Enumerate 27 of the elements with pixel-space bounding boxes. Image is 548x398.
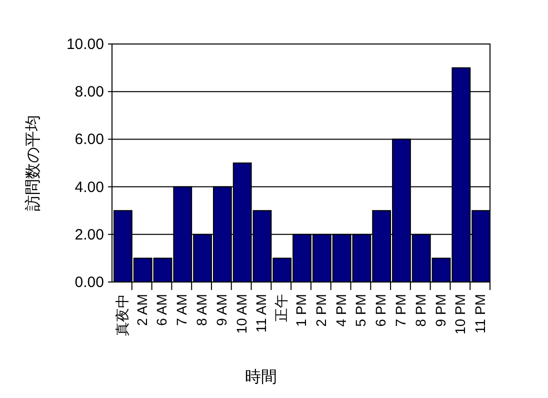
x-tick-label: 6 PM — [372, 294, 389, 327]
y-tick-label: 6.00 — [74, 131, 104, 148]
x-tick-label: 8 PM — [412, 294, 428, 327]
x-tick-label: 11 AM — [253, 294, 270, 333]
y-tick-label: 2.00 — [74, 226, 104, 244]
x-tick-label: 9 PM — [432, 294, 448, 327]
x-tick-label: 8 AM — [194, 294, 210, 326]
y-tick-label: 8.00 — [74, 84, 104, 101]
x-tick-label: 11 PM — [472, 294, 488, 334]
x-tick-label: 5 PM — [352, 294, 369, 327]
x-tick-label: 真夜中 — [114, 294, 130, 336]
x-tick-label: 10 AM — [233, 294, 250, 334]
x-tick-label: 1 PM — [293, 294, 309, 327]
x-tick-label: 2 PM — [312, 294, 329, 327]
x-tick-label: 7 AM — [174, 294, 190, 326]
x-tick-label: 7 PM — [392, 294, 408, 327]
y-tick-label: 4.00 — [74, 178, 104, 196]
y-tick-label: 10.00 — [66, 36, 104, 53]
x-tick-label: 9 AM — [213, 294, 230, 326]
x-tick-label: 10 PM — [452, 294, 468, 334]
x-tick-label: 正午 — [273, 294, 290, 322]
x-tick-label: 4 PM — [332, 294, 349, 327]
x-axis-title: 時間 — [245, 368, 277, 386]
x-tick-label: 6 AM — [154, 294, 170, 326]
y-axis-title: 訪問数の平均 — [24, 115, 42, 211]
y-tick-label: 0.00 — [74, 274, 104, 291]
x-tick-label: 2 AM — [134, 294, 150, 326]
